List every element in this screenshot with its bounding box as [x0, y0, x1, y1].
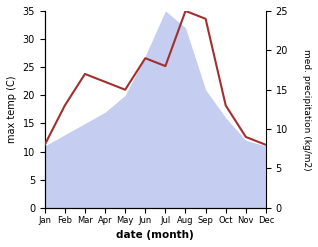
Y-axis label: max temp (C): max temp (C)	[7, 76, 17, 143]
Y-axis label: med. precipitation (kg/m2): med. precipitation (kg/m2)	[302, 49, 311, 170]
X-axis label: date (month): date (month)	[116, 230, 194, 240]
